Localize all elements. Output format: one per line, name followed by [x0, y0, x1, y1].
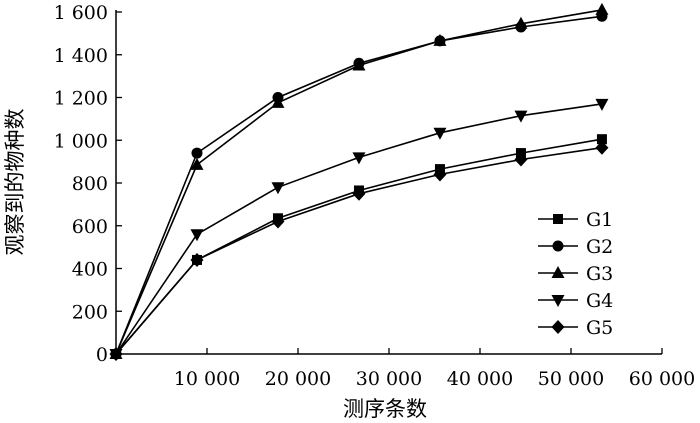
- y-tick-label: 200: [72, 301, 108, 323]
- y-tick-label: 800: [72, 173, 108, 195]
- y-tick-label: 0: [96, 344, 108, 366]
- data-point-g4: [595, 98, 609, 111]
- data-point-g3: [352, 58, 366, 71]
- data-point-g5: [514, 152, 528, 167]
- legend: G1 G2 G3 G4 G5: [538, 209, 613, 339]
- series-line-g5: [115, 146, 603, 355]
- legend-marker: [551, 295, 565, 307]
- y-tick-label: 600: [72, 216, 108, 238]
- x-tick-label: 10 000: [174, 368, 240, 390]
- data-point-g5: [109, 347, 123, 361]
- x-tick-label: 60 000: [629, 368, 695, 390]
- x-tick-label: 40 000: [447, 368, 513, 390]
- data-point-g3: [271, 95, 285, 108]
- data-point-g2: [191, 147, 203, 159]
- data-point-g5: [433, 167, 447, 182]
- y-tick-label: 400: [72, 259, 108, 281]
- data-point-g4: [352, 152, 366, 165]
- legend-label: G2: [586, 236, 613, 258]
- data-point-g3: [190, 157, 204, 170]
- legend-marker: [551, 266, 565, 278]
- data-point-g3: [514, 16, 528, 29]
- y-axis-title: 观察到的物种数: [3, 109, 27, 256]
- data-point-g5: [352, 186, 366, 201]
- data-point-g3: [595, 2, 609, 15]
- data-point-g5: [595, 140, 609, 155]
- data-point-g1: [596, 134, 607, 145]
- legend-label: G5: [586, 317, 613, 339]
- data-point-g4: [433, 127, 447, 140]
- markers: [109, 2, 609, 361]
- data-point-g5: [190, 252, 204, 267]
- legend-marker: [551, 320, 565, 334]
- y-tick-label: 1 400: [54, 45, 108, 67]
- x-tick-label: 50 000: [538, 368, 604, 390]
- data-point-g4: [190, 229, 204, 242]
- series-line-g4: [115, 103, 603, 355]
- data-point-g4: [271, 182, 285, 195]
- data-point-g4: [514, 110, 528, 123]
- y-tick-label: 1 200: [54, 88, 108, 110]
- ticks: 0 200 400 600 800 1 000 1 200 1 400 1 600 10 000 2…: [54, 2, 696, 390]
- x-tick-label: 20 000: [265, 368, 331, 390]
- data-point-g5: [271, 214, 285, 229]
- x-axis-title: 测序条数: [343, 397, 427, 421]
- y-tick-label: 1 600: [54, 2, 108, 24]
- x-tick-label: 30 000: [356, 368, 422, 390]
- legend-marker: [552, 240, 564, 252]
- legend-label: G1: [586, 209, 613, 231]
- legend-label: G4: [586, 290, 613, 312]
- legend-marker: [553, 214, 563, 224]
- data-point-g3: [433, 33, 447, 46]
- legend-label: G3: [586, 263, 613, 285]
- y-tick-label: 1 000: [54, 130, 108, 152]
